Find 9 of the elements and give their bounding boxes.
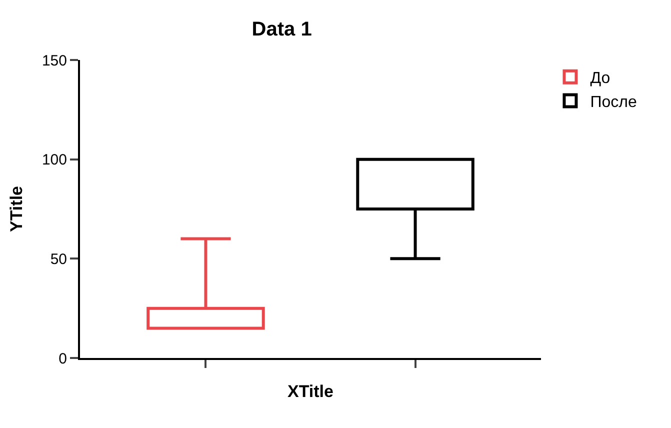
chart-title: Data 1 [252, 18, 312, 40]
y-tick-label: 50 [50, 250, 67, 268]
legend-label: До [590, 70, 610, 88]
y-tick-label: 100 [42, 152, 67, 169]
legend-label: После [590, 94, 637, 111]
x-axis-title: XTitle [288, 382, 334, 401]
y-axis-title: YTitle [7, 186, 26, 232]
y-tick-label: 150 [42, 52, 67, 70]
y-tick-label: 0 [58, 350, 67, 368]
